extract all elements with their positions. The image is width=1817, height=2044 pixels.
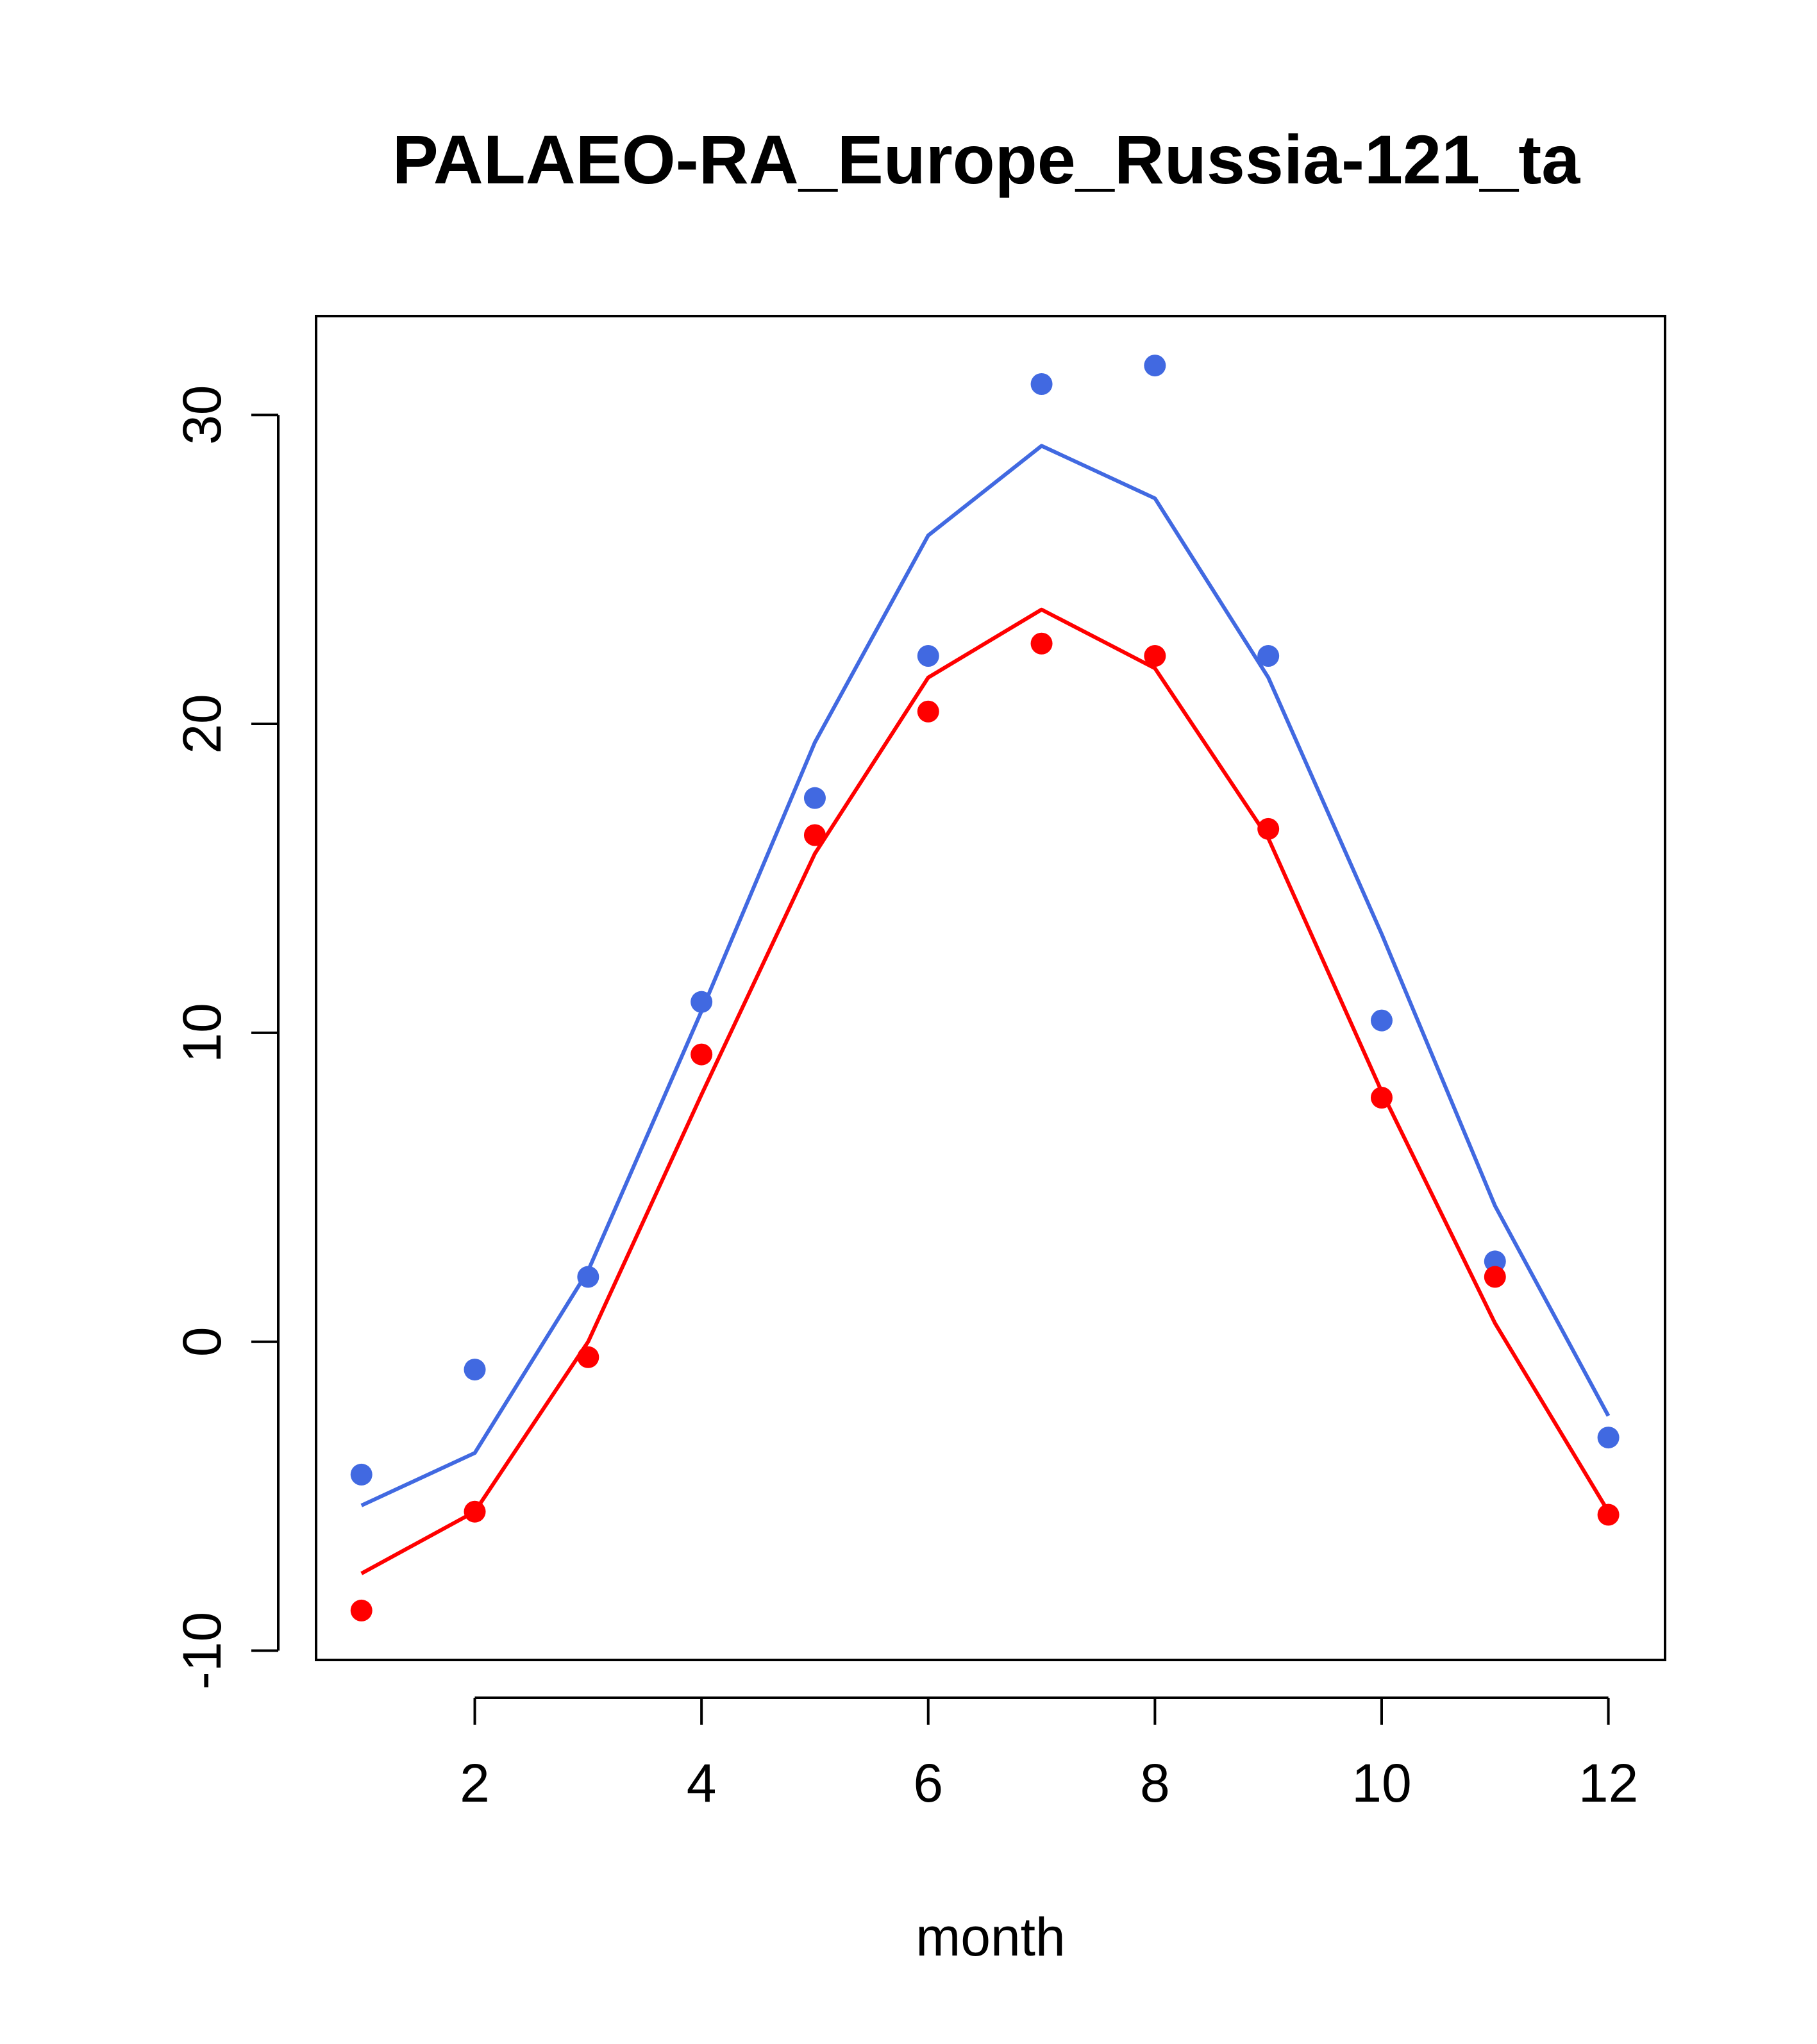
series-1-point <box>917 700 939 723</box>
series-0-point <box>1030 373 1053 396</box>
x-axis-label: month <box>916 1907 1065 1967</box>
series-0-point <box>1257 645 1280 667</box>
series-1-point <box>1484 1266 1506 1288</box>
series-0-point <box>1144 355 1166 377</box>
series-1-line <box>360 607 1611 1575</box>
series-1-point <box>1030 632 1053 655</box>
plot-frame <box>315 315 1666 1661</box>
x-axis: 2 4 6 8 10 12 <box>460 1696 1638 1813</box>
y-tick-label: 20 <box>172 694 232 753</box>
series-0-point <box>1370 1009 1393 1032</box>
series-1-point <box>464 1500 486 1523</box>
x-tick-label: 12 <box>1578 1753 1638 1813</box>
series-0-point <box>350 1463 373 1486</box>
x-tick-label: 10 <box>1352 1753 1411 1813</box>
y-tick-label: 0 <box>172 1327 232 1357</box>
series-1-point <box>691 1043 713 1066</box>
x-tick-label: 2 <box>460 1753 490 1813</box>
series-0-point <box>691 991 713 1013</box>
x-tick-label: 6 <box>913 1753 943 1813</box>
y-tick-label: -10 <box>172 1612 232 1689</box>
series-1-point <box>350 1599 373 1621</box>
series-1-point <box>803 824 826 846</box>
series-1-point <box>577 1346 599 1368</box>
series-1-point <box>1597 1504 1620 1526</box>
chart-title: PALAEO-RA_Europe_Russia-121_ta <box>392 121 1580 198</box>
series-1-point <box>1144 645 1166 667</box>
series-1-point <box>1370 1087 1393 1109</box>
y-axis: -10 0 10 20 30 <box>172 385 280 1689</box>
series-0-point <box>464 1359 486 1381</box>
series-0-point <box>917 645 939 667</box>
series-layer <box>350 355 1620 1621</box>
x-tick-label: 8 <box>1140 1753 1170 1813</box>
series-0-line <box>360 444 1611 1507</box>
series-1-point <box>1257 817 1280 840</box>
x-tick-label: 4 <box>687 1753 717 1813</box>
series-0-point <box>577 1266 599 1288</box>
y-tick-label: 10 <box>172 1003 232 1062</box>
series-0-point <box>803 787 826 809</box>
series-0-point <box>1484 1250 1506 1273</box>
y-tick-label: 30 <box>172 385 232 444</box>
series-0-point <box>1597 1427 1620 1449</box>
